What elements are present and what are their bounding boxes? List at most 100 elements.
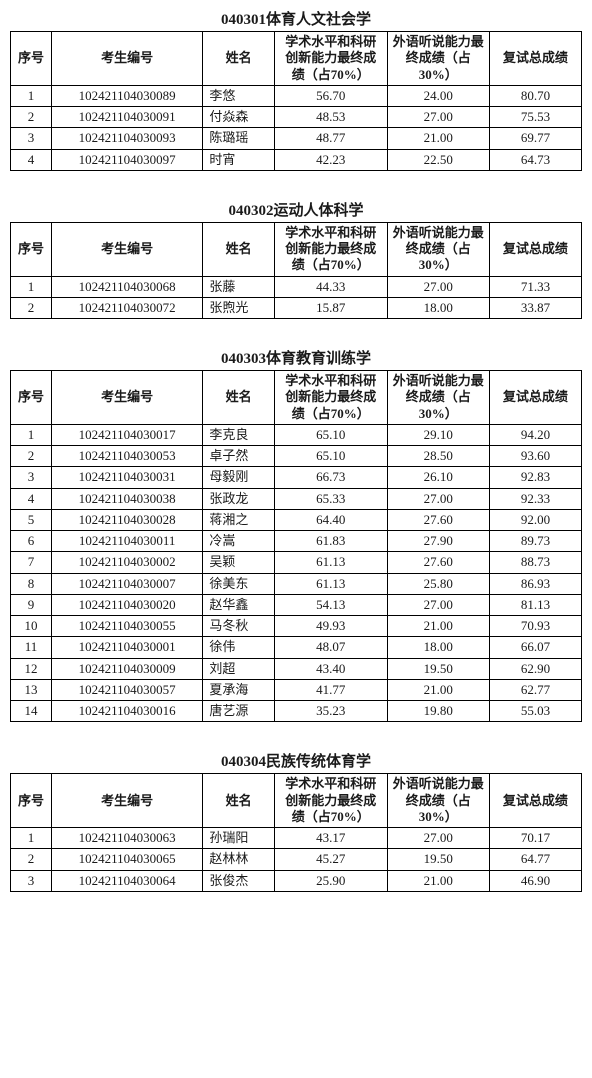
cell-idx: 6 bbox=[11, 531, 52, 552]
table-row: 10102421104030055马冬秋49.9321.0070.93 bbox=[11, 616, 582, 637]
cell-name: 张俊杰 bbox=[203, 870, 275, 891]
cell-id: 102421104030064 bbox=[51, 870, 202, 891]
section-title: 040302运动人体科学 bbox=[10, 199, 582, 220]
col-header-s3: 复试总成绩 bbox=[489, 32, 581, 86]
cell-idx: 2 bbox=[11, 107, 52, 128]
section-title: 040303体育教育训练学 bbox=[10, 347, 582, 368]
cell-idx: 5 bbox=[11, 509, 52, 530]
table-row: 4102421104030097时宵42.2322.5064.73 bbox=[11, 149, 582, 170]
cell-idx: 10 bbox=[11, 616, 52, 637]
cell-s3: 62.90 bbox=[489, 658, 581, 679]
col-header-id: 考生编号 bbox=[51, 774, 202, 828]
cell-s2: 29.10 bbox=[387, 424, 489, 445]
cell-name: 张藤 bbox=[203, 276, 275, 297]
cell-s1: 43.17 bbox=[274, 828, 387, 849]
cell-s3: 81.13 bbox=[489, 594, 581, 615]
cell-id: 102421104030057 bbox=[51, 679, 202, 700]
cell-id: 102421104030055 bbox=[51, 616, 202, 637]
cell-name: 孙瑞阳 bbox=[203, 828, 275, 849]
cell-id: 102421104030053 bbox=[51, 446, 202, 467]
cell-name: 吴颖 bbox=[203, 552, 275, 573]
cell-s1: 25.90 bbox=[274, 870, 387, 891]
cell-s3: 33.87 bbox=[489, 297, 581, 318]
cell-id: 102421104030028 bbox=[51, 509, 202, 530]
cell-idx: 12 bbox=[11, 658, 52, 679]
cell-idx: 4 bbox=[11, 149, 52, 170]
section: 040303体育教育训练学序号考生编号姓名学术水平和科研创新能力最终成绩（占70… bbox=[10, 347, 582, 722]
cell-name: 蒋湘之 bbox=[203, 509, 275, 530]
cell-s2: 18.00 bbox=[387, 637, 489, 658]
cell-s1: 44.33 bbox=[274, 276, 387, 297]
cell-s1: 65.33 bbox=[274, 488, 387, 509]
cell-name: 付焱森 bbox=[203, 107, 275, 128]
cell-s1: 49.93 bbox=[274, 616, 387, 637]
cell-idx: 2 bbox=[11, 849, 52, 870]
cell-s2: 26.10 bbox=[387, 467, 489, 488]
cell-s1: 45.27 bbox=[274, 849, 387, 870]
table-row: 3102421104030031母毅刚66.7326.1092.83 bbox=[11, 467, 582, 488]
cell-idx: 3 bbox=[11, 128, 52, 149]
cell-s2: 27.60 bbox=[387, 552, 489, 573]
table-row: 3102421104030093陈璐瑶48.7721.0069.77 bbox=[11, 128, 582, 149]
table-row: 3102421104030064张俊杰25.9021.0046.90 bbox=[11, 870, 582, 891]
col-header-s1: 学术水平和科研创新能力最终成绩（占70%） bbox=[274, 774, 387, 828]
cell-s1: 35.23 bbox=[274, 701, 387, 722]
cell-s2: 27.60 bbox=[387, 509, 489, 530]
cell-s3: 69.77 bbox=[489, 128, 581, 149]
cell-s1: 15.87 bbox=[274, 297, 387, 318]
cell-name: 冷嵩 bbox=[203, 531, 275, 552]
cell-idx: 1 bbox=[11, 828, 52, 849]
section: 040302运动人体科学序号考生编号姓名学术水平和科研创新能力最终成绩（占70%… bbox=[10, 199, 582, 319]
col-header-s1: 学术水平和科研创新能力最终成绩（占70%） bbox=[274, 32, 387, 86]
data-table: 序号考生编号姓名学术水平和科研创新能力最终成绩（占70%）外语听说能力最终成绩（… bbox=[10, 370, 582, 722]
cell-id: 102421104030065 bbox=[51, 849, 202, 870]
table-row: 8102421104030007徐美东61.1325.8086.93 bbox=[11, 573, 582, 594]
cell-id: 102421104030007 bbox=[51, 573, 202, 594]
cell-s2: 28.50 bbox=[387, 446, 489, 467]
table-row: 6102421104030011冷嵩61.8327.9089.73 bbox=[11, 531, 582, 552]
cell-s3: 64.73 bbox=[489, 149, 581, 170]
table-row: 2102421104030091付焱森48.5327.0075.53 bbox=[11, 107, 582, 128]
col-header-s1: 学术水平和科研创新能力最终成绩（占70%） bbox=[274, 222, 387, 276]
table-header-row: 序号考生编号姓名学术水平和科研创新能力最终成绩（占70%）外语听说能力最终成绩（… bbox=[11, 222, 582, 276]
cell-idx: 1 bbox=[11, 85, 52, 106]
cell-name: 李悠 bbox=[203, 85, 275, 106]
data-table: 序号考生编号姓名学术水平和科研创新能力最终成绩（占70%）外语听说能力最终成绩（… bbox=[10, 773, 582, 892]
cell-s2: 18.00 bbox=[387, 297, 489, 318]
cell-s1: 56.70 bbox=[274, 85, 387, 106]
cell-s2: 27.00 bbox=[387, 107, 489, 128]
cell-name: 李克良 bbox=[203, 424, 275, 445]
cell-s3: 66.07 bbox=[489, 637, 581, 658]
cell-s3: 71.33 bbox=[489, 276, 581, 297]
cell-id: 102421104030068 bbox=[51, 276, 202, 297]
cell-idx: 3 bbox=[11, 467, 52, 488]
cell-idx: 3 bbox=[11, 870, 52, 891]
cell-s2: 19.50 bbox=[387, 658, 489, 679]
table-header-row: 序号考生编号姓名学术水平和科研创新能力最终成绩（占70%）外语听说能力最终成绩（… bbox=[11, 774, 582, 828]
table-row: 2102421104030065赵林林45.2719.5064.77 bbox=[11, 849, 582, 870]
cell-s3: 55.03 bbox=[489, 701, 581, 722]
table-row: 1102421104030063孙瑞阳43.1727.0070.17 bbox=[11, 828, 582, 849]
cell-s3: 75.53 bbox=[489, 107, 581, 128]
cell-s3: 64.77 bbox=[489, 849, 581, 870]
col-header-idx: 序号 bbox=[11, 774, 52, 828]
cell-s2: 25.80 bbox=[387, 573, 489, 594]
cell-id: 102421104030002 bbox=[51, 552, 202, 573]
cell-s3: 80.70 bbox=[489, 85, 581, 106]
cell-s3: 92.83 bbox=[489, 467, 581, 488]
cell-name: 徐伟 bbox=[203, 637, 275, 658]
cell-idx: 1 bbox=[11, 276, 52, 297]
cell-idx: 2 bbox=[11, 297, 52, 318]
cell-s2: 21.00 bbox=[387, 128, 489, 149]
cell-idx: 7 bbox=[11, 552, 52, 573]
cell-id: 102421104030017 bbox=[51, 424, 202, 445]
col-header-s2: 外语听说能力最终成绩（占30%） bbox=[387, 774, 489, 828]
col-header-s2: 外语听说能力最终成绩（占30%） bbox=[387, 32, 489, 86]
cell-s3: 62.77 bbox=[489, 679, 581, 700]
table-row: 2102421104030072张煦光15.8718.0033.87 bbox=[11, 297, 582, 318]
col-header-s2: 外语听说能力最终成绩（占30%） bbox=[387, 222, 489, 276]
cell-id: 102421104030031 bbox=[51, 467, 202, 488]
data-table: 序号考生编号姓名学术水平和科研创新能力最终成绩（占70%）外语听说能力最终成绩（… bbox=[10, 222, 582, 319]
cell-id: 102421104030038 bbox=[51, 488, 202, 509]
cell-s3: 89.73 bbox=[489, 531, 581, 552]
